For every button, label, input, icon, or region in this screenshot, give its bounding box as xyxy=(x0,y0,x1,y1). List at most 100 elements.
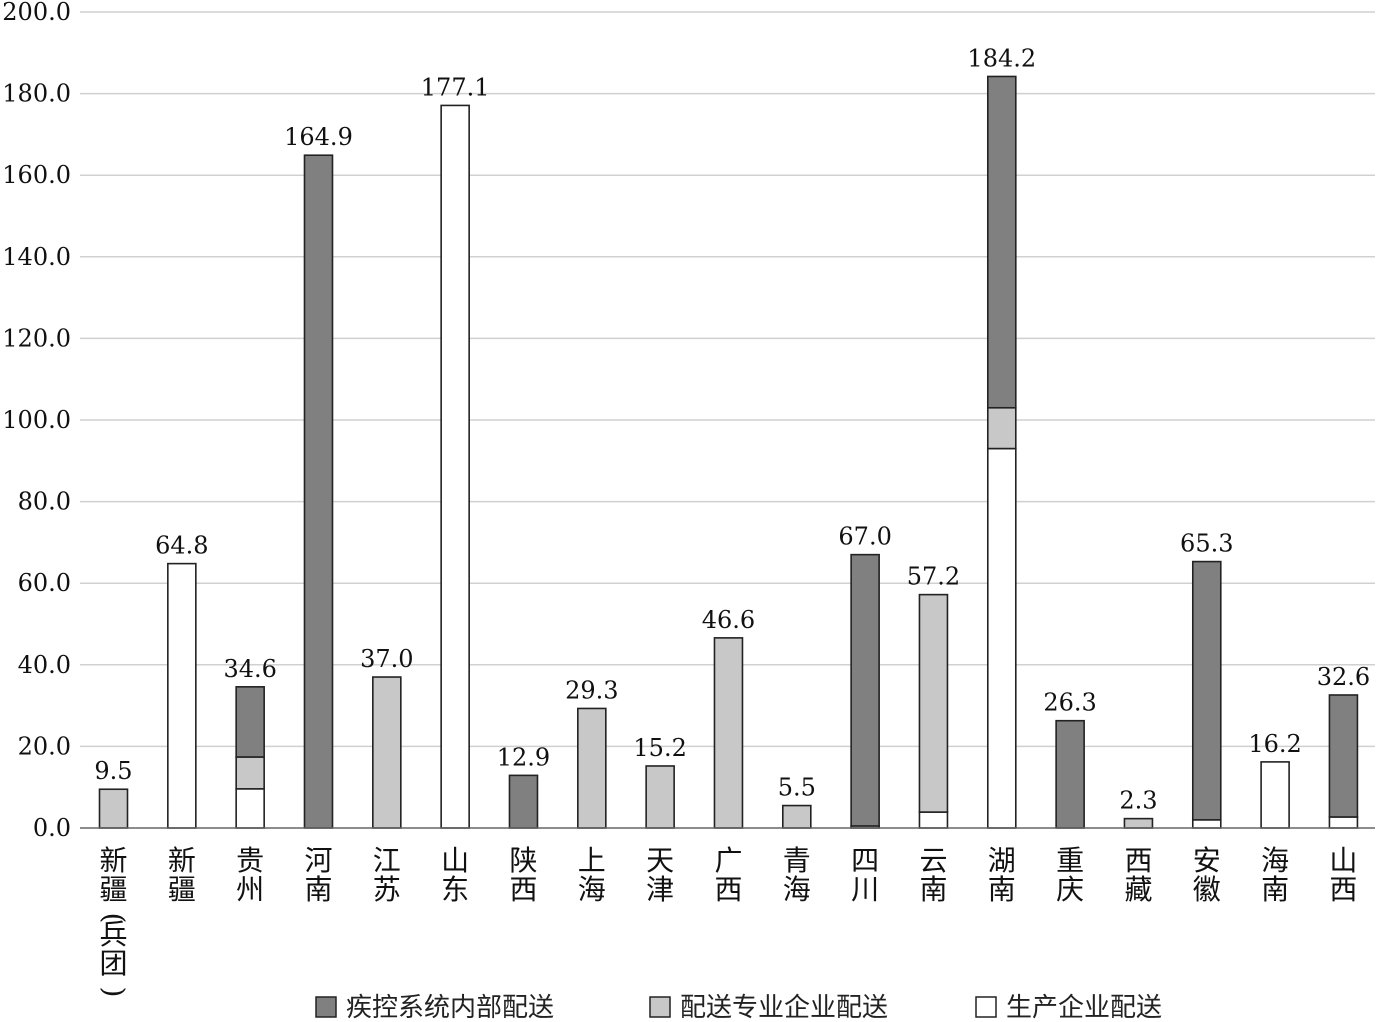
bar-total-label: 16.2 xyxy=(1248,730,1301,758)
bar-segment xyxy=(1055,719,1085,829)
bar-total-label: 64.8 xyxy=(155,532,208,560)
bar-segment xyxy=(235,756,265,790)
category-label-char: 四 xyxy=(851,844,879,877)
bar-segment xyxy=(235,686,265,758)
category-label-char: 重 xyxy=(1056,844,1084,877)
category-label-char: 疆 xyxy=(99,873,127,906)
legend-label: 疾控系统内部配送 xyxy=(346,993,554,1022)
y-tick-label: 180.0 xyxy=(2,80,71,108)
bar-total-label: 2.3 xyxy=(1119,787,1157,815)
category-label-char: 西 xyxy=(714,873,742,906)
category-label-char: 山 xyxy=(441,844,469,877)
bar-total-label: 15.2 xyxy=(633,734,686,762)
category-label-char: 云 xyxy=(919,844,947,877)
bar-total-label: 177.1 xyxy=(421,73,490,101)
bar-total-label: 67.0 xyxy=(838,523,891,551)
y-tick-label: 140.0 xyxy=(2,243,71,271)
bar-segment xyxy=(1260,761,1290,829)
category-label-char: 疆 xyxy=(168,873,196,906)
category-label-char: 苏 xyxy=(373,873,401,906)
category-label-char: 东 xyxy=(441,873,469,906)
category-label-char: 江 xyxy=(373,844,401,877)
category-label-char: ( xyxy=(98,913,131,924)
y-tick-label: 80.0 xyxy=(18,488,71,516)
category-label-char: 安 xyxy=(1193,844,1221,877)
bar-total-label: 164.9 xyxy=(284,123,353,151)
category-label-char: 陕 xyxy=(509,844,537,877)
bar-segment xyxy=(98,788,129,829)
category-label-char: 新 xyxy=(168,844,196,877)
bar-total-label: 5.5 xyxy=(778,774,816,802)
category-label-char: 南 xyxy=(304,873,332,906)
bar-total-labels: 9.5 64.8 34.6 164.9 37.0 177.1 12.9 29.3 15.2 46.… xyxy=(94,44,1370,814)
category-label-char: 海 xyxy=(578,873,606,906)
bar-segment xyxy=(645,765,675,829)
y-tick-label: 60.0 xyxy=(18,569,71,597)
category-label-char: 海 xyxy=(1261,844,1289,877)
bar-segment xyxy=(235,788,265,829)
category-label-char: 西 xyxy=(1124,844,1152,877)
bar-segment xyxy=(986,75,1017,409)
category-label-char: 山 xyxy=(1329,844,1357,877)
category-label-char: 南 xyxy=(1261,873,1289,906)
category-label-char: 西 xyxy=(1329,873,1357,906)
bar-total-label: 12.9 xyxy=(497,743,550,771)
category-label-char: 兵 xyxy=(99,918,127,951)
y-tick-label: 20.0 xyxy=(18,732,71,760)
category-labels: 新疆(兵团)新疆贵州河南江苏山东陕西上海天津广西青海四川云南湖南重庆西藏安徽海南… xyxy=(98,844,1358,997)
bar-total-label: 46.6 xyxy=(702,606,755,634)
category-label-char: 川 xyxy=(851,873,879,906)
bar-segment xyxy=(1191,819,1222,829)
bar-total-label: 37.0 xyxy=(360,645,413,673)
bars xyxy=(98,75,1359,829)
bar-segment xyxy=(1191,560,1222,821)
category-label-char: 州 xyxy=(236,873,264,906)
y-tick-label: 200.0 xyxy=(2,0,71,26)
bar-segment xyxy=(918,811,949,829)
bar-segment xyxy=(577,707,607,829)
category-label-char: 上 xyxy=(578,844,606,877)
bar-segment xyxy=(986,447,1017,829)
bar-segment xyxy=(850,553,880,827)
bar-segment xyxy=(508,774,539,829)
bar-segment xyxy=(303,154,334,829)
category-label-char: 庆 xyxy=(1056,873,1084,906)
bar-total-label: 32.6 xyxy=(1317,663,1370,691)
category-label-char: 南 xyxy=(919,873,947,906)
y-tick-label: 160.0 xyxy=(2,161,71,189)
bar-segment xyxy=(918,593,949,813)
bar-total-label: 34.6 xyxy=(223,655,276,683)
category-label-char: 海 xyxy=(783,873,811,906)
category-label-char: 西 xyxy=(509,873,537,906)
bar-total-label: 26.3 xyxy=(1043,689,1096,717)
bar-segment xyxy=(713,637,744,829)
bar-segment xyxy=(1123,817,1154,829)
category-label-char: 天 xyxy=(646,844,674,877)
category-label-char: 湖 xyxy=(988,844,1016,877)
bar-total-label: 29.3 xyxy=(565,676,618,704)
legend-label: 生产企业配送 xyxy=(1006,993,1162,1022)
category-label-char: 南 xyxy=(988,873,1016,906)
bar-segment xyxy=(372,676,402,829)
bar-segment xyxy=(1328,694,1359,818)
legend-swatch xyxy=(649,996,671,1018)
y-tick-label: 40.0 xyxy=(18,651,71,679)
bar-segment xyxy=(440,104,470,829)
bar-segment xyxy=(986,406,1017,450)
category-label-char: ) xyxy=(98,987,131,998)
legend-swatch xyxy=(315,996,337,1018)
category-label-char: 津 xyxy=(646,873,674,906)
y-tick-label: 100.0 xyxy=(2,406,71,434)
category-label-char: 团 xyxy=(99,947,127,980)
bar-total-label: 65.3 xyxy=(1180,530,1233,558)
category-label-char: 河 xyxy=(304,844,332,877)
category-label-char: 徽 xyxy=(1193,873,1221,906)
y-tick-label: 0.0 xyxy=(33,814,71,842)
category-label-char: 广 xyxy=(714,844,742,877)
y-axis-tick-labels: 0.0 20.0 40.0 60.0 80.0 100.0 120.0 140.0 160.0 1… xyxy=(2,0,71,842)
bar-segment xyxy=(167,562,197,829)
category-label-char: 青 xyxy=(783,844,811,877)
bar-total-label: 57.2 xyxy=(907,563,960,591)
legend-swatch xyxy=(975,996,997,1018)
